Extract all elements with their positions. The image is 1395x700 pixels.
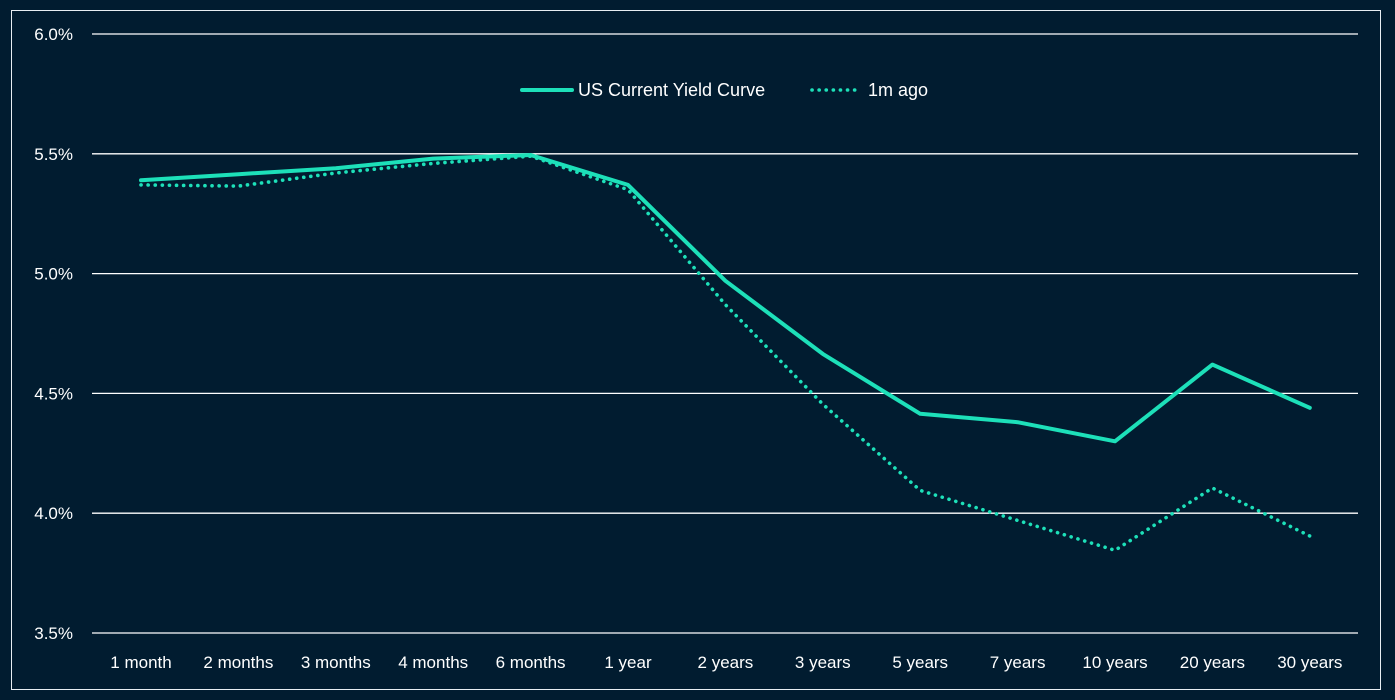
series-lines — [139, 153, 1312, 553]
y-tick-label: 5.0% — [34, 265, 73, 284]
y-tick-label: 4.5% — [34, 384, 73, 403]
x-tick-label: 2 months — [203, 653, 273, 672]
grid-lines — [92, 33, 1358, 634]
x-tick-label: 2 years — [698, 653, 754, 672]
series-line-current — [139, 153, 1312, 444]
legend-label-1m-ago: 1m ago — [868, 80, 928, 100]
y-tick-label: 4.0% — [34, 504, 73, 523]
legend: US Current Yield Curve 1m ago — [520, 80, 928, 100]
x-tick-label: 1 month — [110, 653, 171, 672]
x-tick-label: 30 years — [1277, 653, 1342, 672]
series-line-1m-ago — [139, 154, 1312, 553]
y-axis-tick-labels: 6.0% 5.5% 5.0% 4.5% 4.0% 3.5% — [34, 25, 73, 643]
x-tick-label: 20 years — [1180, 653, 1245, 672]
x-tick-label: 7 years — [990, 653, 1046, 672]
legend-label-current: US Current Yield Curve — [578, 80, 765, 100]
x-tick-label: 10 years — [1082, 653, 1147, 672]
x-tick-label: 6 months — [496, 653, 566, 672]
y-tick-label: 3.5% — [34, 624, 73, 643]
y-tick-label: 6.0% — [34, 25, 73, 44]
y-tick-label: 5.5% — [34, 145, 73, 164]
x-tick-label: 4 months — [398, 653, 468, 672]
x-axis-tick-labels: 1 month 2 months 3 months 4 months 6 months 1… — [110, 653, 1342, 672]
x-tick-label: 5 years — [892, 653, 948, 672]
x-tick-label: 3 months — [301, 653, 371, 672]
x-tick-label: 3 years — [795, 653, 851, 672]
x-tick-label: 1 year — [604, 653, 652, 672]
chart-frame — [11, 10, 1381, 690]
